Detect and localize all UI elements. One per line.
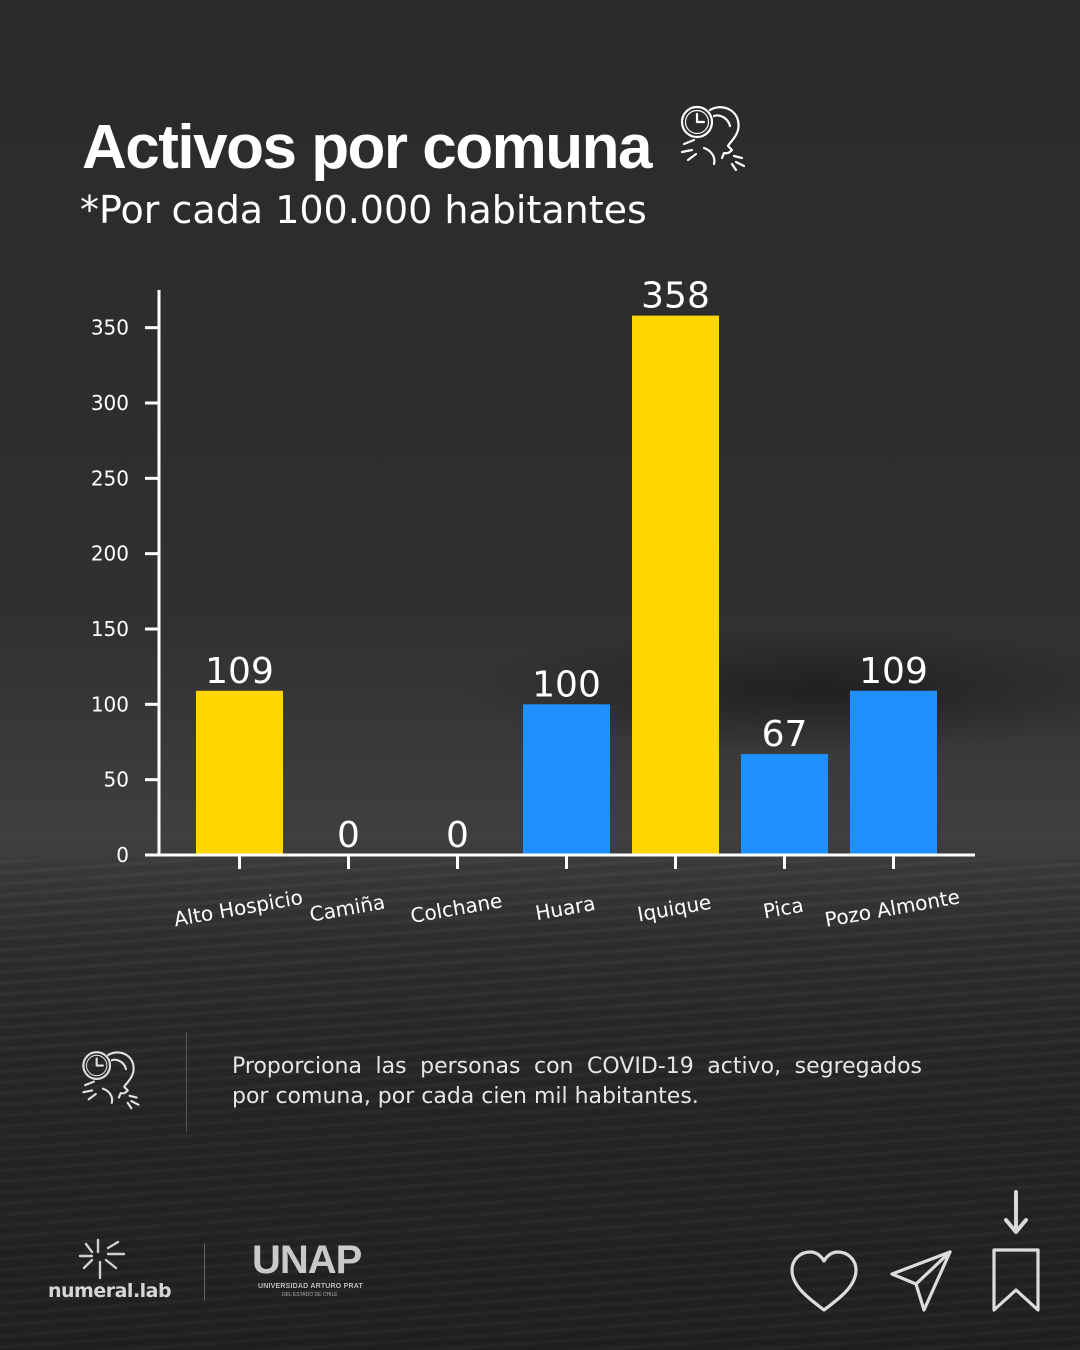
y-tick-label: 0	[116, 843, 129, 867]
numeral-lab-logo-icon	[78, 1238, 126, 1280]
y-tick-label: 200	[91, 542, 129, 566]
x-tick-label: Pica	[761, 893, 805, 924]
data-label: 67	[762, 714, 808, 755]
bar	[850, 690, 937, 855]
university-subtitle: DEL ESTADO DE CHILE	[282, 1292, 338, 1298]
y-tick-label: 300	[91, 391, 129, 415]
bookmark-icon[interactable]	[988, 1246, 1044, 1314]
description-divider	[186, 1032, 187, 1132]
send-icon[interactable]	[888, 1248, 954, 1314]
bar	[196, 690, 283, 855]
x-tick-label: Huara	[533, 891, 597, 925]
x-tick-label: Pozo Almonte	[823, 884, 962, 931]
sick-person-clock-icon	[680, 105, 746, 172]
chart-description: Proporciona las personas con COVID-19 ac…	[232, 1054, 922, 1109]
data-label: 0	[337, 815, 360, 856]
data-label: 109	[205, 651, 274, 692]
data-label: 109	[859, 651, 928, 692]
x-tick-label: Alto Hospicio	[172, 885, 305, 931]
y-tick-label: 100	[91, 692, 129, 716]
data-label: 100	[532, 664, 601, 705]
background-water	[0, 860, 1080, 1350]
y-tick-label: 50	[104, 768, 129, 792]
bar	[523, 704, 610, 855]
y-tick-label: 350	[91, 316, 129, 340]
bar	[632, 315, 719, 855]
subtitle-prefix: *Por cada	[80, 188, 276, 232]
data-label: 0	[446, 815, 469, 856]
unap-logo: UNAP	[252, 1238, 362, 1282]
footer-divider	[204, 1244, 205, 1300]
brand-name: numeral.lab	[48, 1280, 172, 1302]
sick-person-clock-icon	[82, 1051, 140, 1110]
y-tick-label: 250	[91, 466, 129, 490]
arrow-down-icon	[1004, 1190, 1028, 1234]
x-tick-label: Iquique	[636, 890, 714, 927]
y-tick-label: 150	[91, 617, 129, 641]
x-tick-label: Camiña	[308, 890, 387, 927]
university-name: UNIVERSIDAD ARTURO PRAT	[258, 1283, 363, 1290]
data-label: 358	[641, 276, 710, 317]
heart-icon[interactable]	[788, 1248, 860, 1314]
subtitle-suffix: habitantes	[432, 188, 647, 232]
page-subtitle: *Por cada 100.000 habitantes	[80, 186, 647, 234]
x-tick-label: Colchane	[409, 888, 504, 928]
bar	[741, 754, 828, 855]
page-title: Activos por comuna	[82, 113, 653, 182]
bar-chart: 0 50 100 150 200 250 300 350 109 Alto Hospicio 0 Ca…	[91, 276, 975, 932]
subtitle-number: 100.000	[275, 188, 433, 232]
